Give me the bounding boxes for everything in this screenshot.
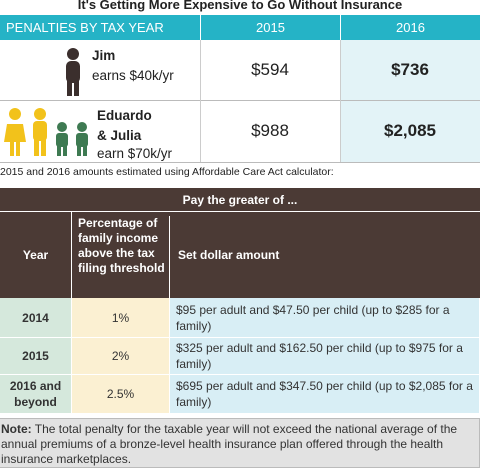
amount-cell: $325 per adult and $162.50 per child (up…: [170, 338, 480, 375]
row-divider: [0, 100, 480, 101]
column-header: 2016: [340, 15, 480, 40]
caption: 2015 and 2016 amounts estimated using Af…: [0, 166, 334, 178]
adult-icons: [4, 108, 47, 156]
note-text: The total penalty for the taxable year w…: [1, 422, 458, 466]
table-title: Pay the greater of ...: [0, 188, 480, 212]
year-cell: 2016 and beyond: [0, 375, 72, 414]
penalty-value: $594: [251, 60, 289, 79]
note-label: Note:: [1, 422, 32, 436]
percent-cell: 2%: [72, 338, 170, 375]
amount-cell: $95 per adult and $47.50 per child (up t…: [170, 298, 480, 338]
column-header: Year: [0, 212, 72, 298]
note: Note: The total penalty for the taxable …: [0, 418, 480, 468]
column-header: 2015: [200, 15, 340, 40]
icons: [4, 48, 88, 156]
year-cell: 2014: [0, 298, 72, 338]
highlight-column: [340, 40, 480, 162]
income: earns $40k/yr: [92, 68, 174, 83]
col-divider: [200, 40, 201, 162]
year-cell: 2015: [0, 338, 72, 375]
child-icons: [56, 122, 88, 156]
title: It's Getting More Expensive to Go Withou…: [77, 0, 403, 12]
penalty-value: $736: [391, 60, 429, 79]
person-icon: [66, 48, 80, 96]
percent-cell: 1%: [72, 298, 170, 338]
column-header: PENALTIES BY TAX YEAR: [0, 15, 200, 40]
amount-cell: $695 per adult and $347.50 per child (up…: [170, 375, 480, 414]
person-name: Eduardo & Julia: [97, 108, 152, 143]
column-header: Set dollar amount: [170, 212, 480, 298]
income: earn $70k/yr: [97, 146, 173, 161]
col-divider: [340, 40, 341, 162]
row-divider: [0, 162, 480, 163]
column-header: Percentage of family income above the ta…: [72, 216, 170, 298]
penalty-value: $2,085: [384, 121, 436, 140]
person-name: Jim: [92, 48, 116, 63]
penalty-value: $988: [251, 121, 289, 140]
percent-cell: 2.5%: [72, 375, 170, 414]
